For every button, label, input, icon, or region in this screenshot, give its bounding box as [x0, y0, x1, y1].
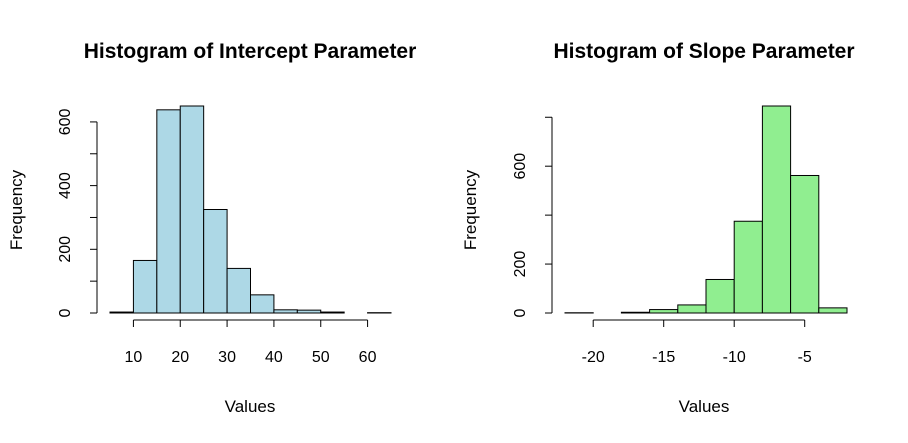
- intercept-y-tick-label-2: 200: [57, 236, 74, 263]
- slope-bar-4: [677, 304, 707, 314]
- intercept-x-tick-label-4: 50: [312, 349, 330, 366]
- intercept-bar-3: [179, 105, 205, 314]
- slope-bars: [564, 105, 848, 314]
- intercept-bar-0: [109, 311, 134, 314]
- slope-y-tick-label-1: 200: [512, 251, 529, 278]
- intercept-bars: [109, 105, 392, 314]
- intercept-bar-6: [250, 294, 275, 314]
- slope-y-axis: 0 200 600: [512, 116, 553, 317]
- intercept-y-tick-label-0: 0: [57, 308, 74, 317]
- slope-x-tick-label-3: -5: [798, 349, 812, 366]
- intercept-y-tick-label-6: 600: [57, 108, 74, 135]
- slope-y-axis-label: Frequency: [461, 169, 480, 250]
- slope-histogram-title: Histogram of Slope Parameter: [553, 40, 854, 63]
- slope-x-axis: -20 -15 -10 -5: [582, 319, 812, 366]
- slope-y-tick-label-0: 0: [512, 308, 529, 317]
- slope-x-tick-label-2: -10: [723, 349, 746, 366]
- intercept-histogram-panel: Histogram of Intercept Parameter Values …: [7, 40, 416, 416]
- intercept-bar-2: [156, 109, 181, 314]
- intercept-y-axis: 0 200 400 600: [57, 108, 98, 317]
- slope-bar-5: [705, 278, 735, 314]
- intercept-bar-9: [320, 311, 345, 314]
- intercept-x-tick-label-0: 10: [125, 349, 143, 366]
- slope-bar-7: [761, 105, 792, 314]
- intercept-bar-4: [203, 209, 228, 314]
- slope-bar-9: [818, 307, 848, 314]
- slope-bar-8: [790, 174, 820, 314]
- slope-bar-3: [649, 309, 679, 314]
- slope-y-tick-label-3: 600: [512, 153, 529, 180]
- intercept-x-tick-label-2: 30: [218, 349, 236, 366]
- slope-x-axis-label: Values: [679, 397, 730, 416]
- intercept-y-tick-label-4: 400: [57, 172, 74, 199]
- intercept-x-axis-label: Values: [225, 397, 276, 416]
- slope-x-tick-label-0: -20: [582, 349, 605, 366]
- slope-bar-2: [620, 311, 651, 314]
- slope-x-tick-label-1: -15: [652, 349, 675, 366]
- intercept-y-axis-label: Frequency: [7, 169, 26, 250]
- intercept-bar-7: [273, 309, 298, 314]
- slope-histogram-panel: Histogram of Slope Parameter Values Freq…: [461, 40, 855, 416]
- intercept-x-tick-label-5: 60: [359, 349, 377, 366]
- intercept-bar-5: [226, 267, 251, 314]
- intercept-histogram-title: Histogram of Intercept Parameter: [84, 40, 417, 63]
- slope-bar-6: [733, 220, 763, 314]
- intercept-x-tick-label-3: 40: [265, 349, 283, 366]
- intercept-x-axis: 10 20 30 40 50 60: [125, 319, 377, 366]
- intercept-bar-1: [132, 259, 158, 314]
- intercept-bar-8: [296, 309, 322, 314]
- intercept-x-tick-label-1: 20: [171, 349, 189, 366]
